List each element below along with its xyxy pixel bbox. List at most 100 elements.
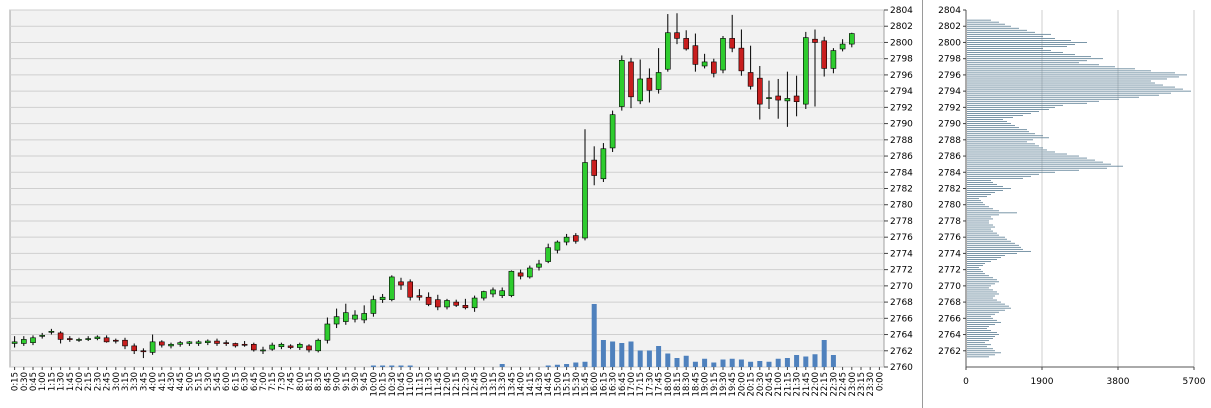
profile-y-tick-label: 2762 xyxy=(938,347,961,357)
volume-bar xyxy=(637,350,643,367)
candle-body xyxy=(195,341,202,344)
x-tick-label: 21:45 xyxy=(802,372,812,397)
profile-bar xyxy=(967,315,991,317)
x-tick-label: 20:00 xyxy=(737,372,747,397)
profile-bar xyxy=(967,102,1087,104)
profile-bar xyxy=(967,196,987,198)
profile-bar xyxy=(967,29,1027,31)
profile-bar xyxy=(967,232,997,234)
candle-body xyxy=(333,316,340,325)
x-tick-label: 6:30 xyxy=(241,372,251,391)
candle-body xyxy=(618,60,625,107)
x-tick-label: 6:45 xyxy=(250,372,260,391)
x-tick-label: 10:30 xyxy=(388,372,398,397)
x-tick-label: 22:15 xyxy=(820,372,830,397)
profile-bar xyxy=(967,283,995,285)
x-tick-label: 14:00 xyxy=(517,372,527,397)
candle-body xyxy=(407,281,414,298)
x-tick-label: 5:15 xyxy=(195,372,205,391)
profile-bar xyxy=(967,161,1103,163)
profile-bar xyxy=(967,78,1167,80)
x-tick-label: 20:15 xyxy=(747,372,757,397)
candle-body xyxy=(11,341,18,344)
volume-bar xyxy=(600,340,606,367)
profile-bar xyxy=(967,350,995,352)
y-tick-label: 2792 xyxy=(890,103,913,113)
profile-bar xyxy=(967,319,997,321)
profile-bar xyxy=(967,230,993,232)
profile-bar xyxy=(967,299,997,301)
profile-y-tick-label: 2776 xyxy=(938,233,961,243)
profile-bar xyxy=(967,25,1011,27)
x-tick-label: 13:15 xyxy=(489,372,499,397)
y-tick-label: 2798 xyxy=(890,55,913,65)
x-tick-label: 8:15 xyxy=(305,372,315,391)
x-tick-label: 18:00 xyxy=(664,372,674,397)
candle-body xyxy=(582,162,588,239)
profile-bar xyxy=(967,159,1095,161)
profile-bar xyxy=(967,70,1151,72)
profile-bar xyxy=(967,263,985,264)
x-tick-label: 7:30 xyxy=(277,372,287,391)
x-tick-label: 0:45 xyxy=(29,372,39,391)
candle-body xyxy=(490,289,496,295)
x-tick-label: 11:15 xyxy=(415,372,425,397)
profile-bar xyxy=(967,188,1011,189)
volume-bar xyxy=(830,355,836,367)
x-tick-label: 17:30 xyxy=(645,372,655,397)
profile-bar xyxy=(967,72,1175,74)
profile-bar xyxy=(967,326,989,327)
candle-body xyxy=(674,32,680,39)
x-tick-label: 10:00 xyxy=(369,372,379,397)
y-tick-label: 2764 xyxy=(890,331,913,341)
candle-body xyxy=(508,270,515,296)
profile-bar xyxy=(967,210,999,212)
y-tick-label: 2776 xyxy=(890,233,913,243)
profile-bar xyxy=(967,295,995,297)
x-tick-label: 8:30 xyxy=(314,372,324,391)
profile-bar xyxy=(967,84,1163,86)
candle-body xyxy=(113,339,119,342)
profile-bar xyxy=(967,340,989,342)
profile-bar xyxy=(967,216,991,218)
profile-bar xyxy=(967,321,1001,323)
candle-body xyxy=(766,97,772,99)
candle-body xyxy=(122,339,128,347)
profile-bar xyxy=(967,46,1067,47)
profile-bar xyxy=(967,244,1019,246)
y-tick-label: 2778 xyxy=(890,217,913,227)
profile-bar xyxy=(967,352,1001,354)
candle-body xyxy=(600,148,607,180)
candle-body xyxy=(747,72,754,87)
x-tick-label: 4:30 xyxy=(167,372,177,391)
profile-bar xyxy=(967,236,1005,238)
profile-y-tick-label: 2764 xyxy=(938,331,961,341)
profile-bar xyxy=(967,76,1179,78)
profile-bar xyxy=(967,135,1043,137)
profile-bar xyxy=(967,289,993,291)
profile-bar xyxy=(967,265,983,266)
profile-bar xyxy=(967,115,1023,116)
volume-bar xyxy=(729,358,735,367)
profile-bar xyxy=(967,113,1031,114)
candlestick-chart: 2760 2762 2764 2766 2768 2770 2772 2774 2776 2778… xyxy=(9,6,913,397)
profile-bar xyxy=(967,23,1005,25)
x-tick-label: 6:15 xyxy=(231,372,241,391)
volume-bar xyxy=(683,355,689,367)
y-tick-label: 2786 xyxy=(890,152,913,162)
x-tick-label: 1:00 xyxy=(38,372,48,391)
profile-bar xyxy=(967,328,987,329)
profile-bar xyxy=(967,317,993,319)
candle-body xyxy=(545,247,552,262)
profile-bar xyxy=(967,149,1047,151)
profile-bar xyxy=(967,206,989,208)
x-tick-label: 11:00 xyxy=(406,372,416,397)
profile-bar xyxy=(967,200,981,202)
candle-body xyxy=(260,349,266,352)
x-tick-label: 2:45 xyxy=(103,372,113,391)
profile-bar xyxy=(967,192,995,193)
x-tick-label: 5:45 xyxy=(213,372,223,391)
x-tick-label: 13:45 xyxy=(507,372,517,397)
x-tick-label: 18:30 xyxy=(682,372,692,397)
profile-bar xyxy=(967,27,1019,29)
